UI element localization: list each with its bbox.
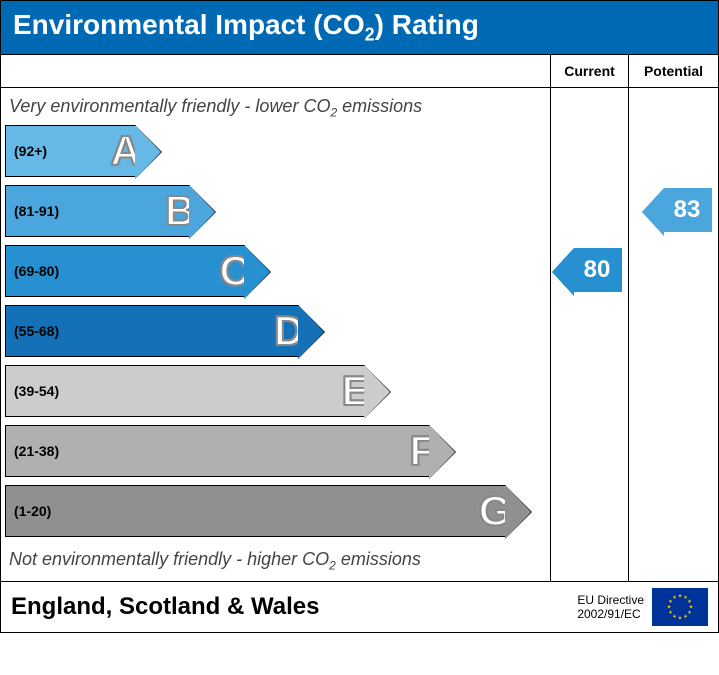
band-bar-b: (81-91)B	[5, 185, 190, 237]
chart-bands-cell: Very environmentally friendly - lower CO…	[1, 88, 550, 582]
band-row-e: (39-54) E	[5, 365, 550, 421]
band-letter-d: D	[274, 307, 304, 355]
band-range-e: (39-54)	[14, 383, 59, 399]
band-letter-g: G	[479, 487, 512, 535]
band-bar-a: (92+)A	[5, 125, 136, 177]
band-range-g: (1-20)	[14, 503, 51, 519]
epc-eir-container: Environmental Impact (CO2) Rating Curren…	[0, 0, 719, 633]
directive-line2: 2002/91/EC	[577, 607, 644, 621]
footer: England, Scotland & Wales EU Directive 2…	[1, 582, 718, 632]
band-bar-c: (69-80)C	[5, 245, 245, 297]
directive-line1: EU Directive	[577, 593, 644, 607]
band-range-f: (21-38)	[14, 443, 59, 459]
current-column: 80	[550, 88, 628, 582]
current-pointer: 80	[574, 248, 622, 292]
band-row-a: (92+) A	[5, 125, 550, 181]
band-bar-f: (21-38)F	[5, 425, 430, 477]
potential-pointer-value: 83	[674, 196, 701, 224]
band-range-a: (92+)	[14, 143, 47, 159]
potential-column: 83	[628, 88, 718, 582]
top-description: Very environmentally friendly - lower CO…	[1, 92, 550, 124]
band-row-b: (81-91) B	[5, 185, 550, 241]
band-row-f: (21-38) F	[5, 425, 550, 481]
band-letter-b: B	[165, 187, 195, 235]
band-row-g: (1-20) G	[5, 485, 550, 541]
directive-text: EU Directive 2002/91/EC	[577, 593, 644, 621]
footer-region: England, Scotland & Wales	[11, 593, 319, 621]
band-letter-f: F	[409, 427, 435, 475]
current-pointer-value: 80	[584, 256, 611, 284]
band-row-c: (69-80) C	[5, 245, 550, 301]
bands-area: (92+) A (81-91) B (69-80) C (55-68) D (39-54) E (2…	[1, 125, 550, 541]
potential-pointer: 83	[664, 188, 712, 232]
band-letter-c: C	[219, 247, 249, 295]
col-header-current: Current	[550, 55, 628, 88]
band-letter-e: E	[342, 367, 370, 415]
bottom-description: Not environmentally friendly - higher CO…	[1, 545, 550, 577]
col-header-potential: Potential	[628, 55, 718, 88]
band-row-d: (55-68) D	[5, 305, 550, 361]
eu-flag-icon	[652, 588, 708, 626]
band-range-b: (81-91)	[14, 203, 59, 219]
band-range-c: (69-80)	[14, 263, 59, 279]
band-bar-e: (39-54)E	[5, 365, 365, 417]
main-grid: Current Potential Very environmentally f…	[1, 54, 718, 582]
band-range-d: (55-68)	[14, 323, 59, 339]
footer-directive: EU Directive 2002/91/EC	[577, 588, 708, 626]
chart-title: Environmental Impact (CO2) Rating	[1, 1, 718, 54]
band-bar-d: (55-68)D	[5, 305, 299, 357]
band-bar-g: (1-20)G	[5, 485, 506, 537]
band-letter-a: A	[110, 127, 140, 175]
col-header-blank	[1, 55, 550, 88]
